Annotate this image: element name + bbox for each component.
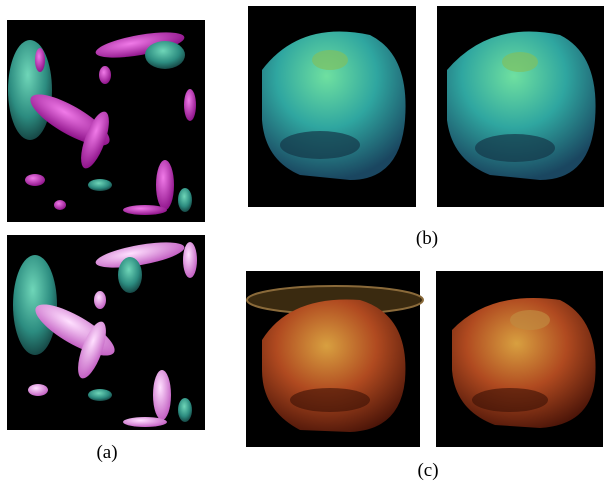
image-c-right bbox=[436, 271, 603, 447]
caption-c: (c) bbox=[417, 460, 438, 481]
caption-a: (a) bbox=[96, 442, 117, 463]
image-a-bottom bbox=[7, 235, 205, 430]
image-b-left bbox=[248, 6, 416, 207]
figure: (a) (b) (c) bbox=[0, 0, 606, 489]
image-a-top bbox=[7, 20, 205, 222]
page: {"figure": {"panels": [{"label": "(a)"},… bbox=[0, 0, 606, 489]
image-b-right bbox=[437, 6, 604, 207]
image-c-left bbox=[246, 271, 423, 447]
caption-b: (b) bbox=[416, 228, 438, 249]
